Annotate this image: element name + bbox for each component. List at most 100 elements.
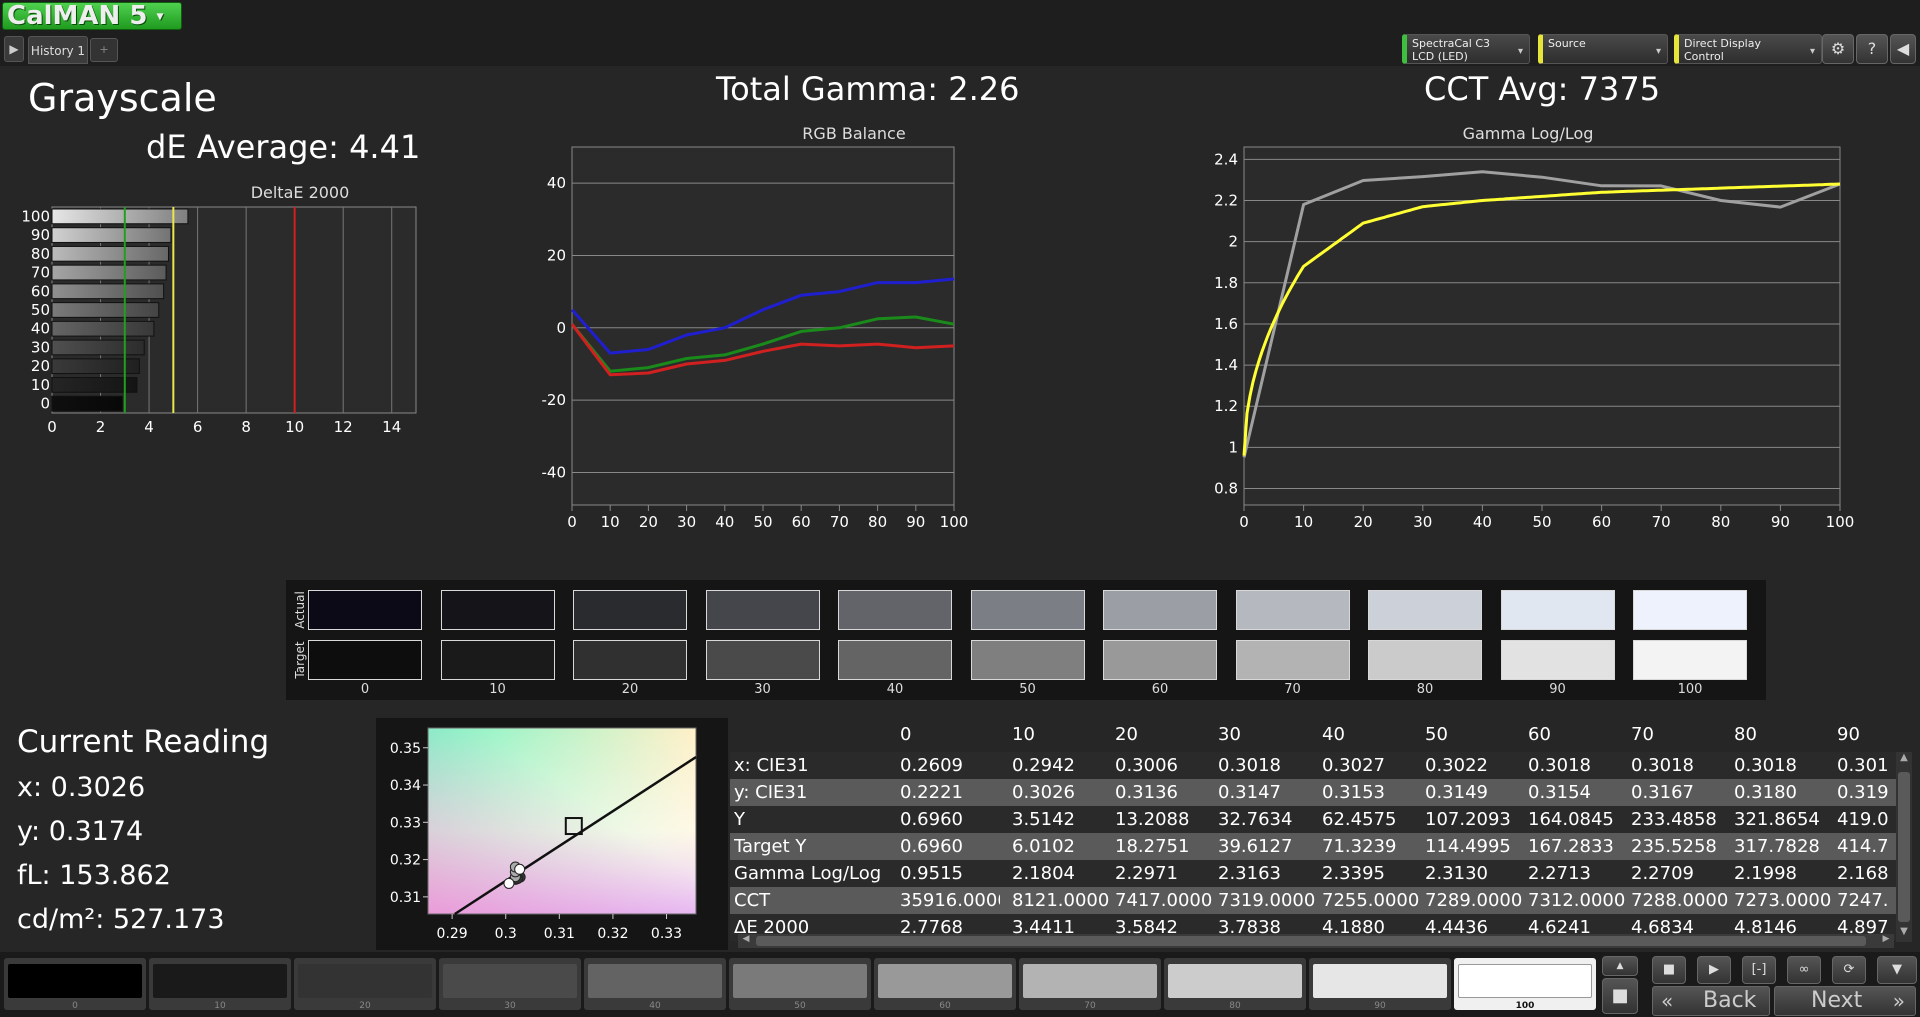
de-average: dE Average: 4.41	[146, 128, 421, 166]
x-tick-label: 90	[1771, 513, 1790, 531]
patch-color	[588, 964, 722, 998]
tab-history-1[interactable]: History 1	[28, 36, 88, 64]
bar-80	[51, 245, 169, 262]
patch-label: 10	[214, 1001, 226, 1011]
patch-color	[1458, 964, 1592, 998]
table-vertical-scrollbar[interactable]: ▲ ▼	[1896, 752, 1912, 942]
table-cell: 7289.0000	[1425, 890, 1523, 911]
menu-button[interactable]: ▼	[1877, 956, 1917, 984]
table-cell: 0.2609	[900, 755, 963, 776]
table-horizontal-scrollbar[interactable]: ◀ ▶	[738, 934, 1894, 948]
patch-button-60[interactable]: 60	[874, 958, 1016, 1011]
table-cell: 0.3026	[1012, 782, 1075, 803]
column-header-50: 50	[1425, 724, 1448, 745]
stop-icon: ■	[1662, 962, 1676, 977]
actual-swatch-30	[705, 590, 820, 630]
patch-button-100[interactable]: 100	[1454, 958, 1596, 1011]
y-tick-label: 2.4	[1214, 150, 1238, 168]
y-tick-label: 0	[40, 395, 50, 413]
patch-button-20[interactable]: 20	[294, 958, 436, 1011]
meter-dropdown[interactable]: SpectraCal C3 LCD (LED) ▾	[1402, 34, 1530, 64]
target-point	[564, 817, 583, 836]
patch-label: 40	[649, 1001, 661, 1011]
target-swatch-50	[970, 640, 1085, 680]
x-tick-label: 60	[792, 513, 811, 531]
x-tick-label: 10	[1294, 513, 1313, 531]
patch-button-80[interactable]: 80	[1164, 958, 1306, 1011]
patch-button-90[interactable]: 90	[1309, 958, 1451, 1011]
patch-color	[8, 964, 142, 998]
x-tick-label: 10	[601, 513, 620, 531]
vertical-scroll-thumb[interactable]	[1898, 772, 1910, 922]
target-swatch-20	[573, 640, 687, 680]
swatch-label: 90	[1549, 682, 1566, 697]
x-tick-label: 30	[1413, 513, 1432, 531]
patch-label: 50	[794, 1001, 806, 1011]
app-logo-button[interactable]: CalMAN 5 ▾	[2, 2, 182, 30]
refresh-button[interactable]: ⟳	[1832, 956, 1866, 984]
target-swatch-100	[1633, 640, 1747, 680]
table-row: Gamma Log/Log 0.9515 2.1804 2.2971 2.3163 2.3…	[730, 860, 1910, 887]
table-row: Y 0.6960 3.5142 13.2088 32.7634 62.4575 107.20…	[730, 806, 1910, 833]
stop-button[interactable]: ■	[1652, 956, 1686, 984]
patch-label: 30	[504, 1001, 516, 1011]
display-control-dropdown[interactable]: Direct Display Control ▾	[1674, 34, 1822, 64]
x-tick-label: 0.3	[495, 926, 517, 942]
scroll-up-button[interactable]: ▲	[1602, 956, 1638, 976]
horizontal-scroll-thumb[interactable]	[756, 936, 1866, 946]
table-cell: 2.7768	[900, 917, 963, 938]
table-cell: 3.7838	[1218, 917, 1281, 938]
table-cell: 35916.0000	[900, 890, 1000, 911]
scroll-up-icon[interactable]: ▲	[1900, 752, 1908, 763]
target-swatch-60	[1103, 640, 1217, 680]
patch-label: 90	[1374, 1001, 1386, 1011]
y-tick-label: 0.8	[1214, 480, 1238, 498]
y-tick-label: 100	[21, 207, 50, 225]
reading-x: x: 0.3026	[17, 772, 146, 803]
patch-button-50[interactable]: 50	[729, 958, 871, 1011]
settings-button[interactable]: ⚙	[1822, 34, 1854, 64]
y-tick-label: 2	[1228, 233, 1238, 251]
scroll-down-icon[interactable]: ▼	[1900, 926, 1908, 937]
reading-fl: fL: 153.862	[17, 860, 171, 891]
step-button[interactable]: [-]	[1742, 956, 1776, 984]
swatch-label: 70	[1284, 682, 1301, 697]
patch-button-70[interactable]: 70	[1019, 958, 1161, 1011]
series-line-2	[570, 323, 955, 377]
play-button[interactable]: ▶	[1697, 956, 1731, 984]
patch-button-30[interactable]: 30	[439, 958, 581, 1011]
loop-button[interactable]: ∞	[1787, 956, 1821, 984]
add-tab-button[interactable]: +	[90, 38, 118, 62]
table-cell: 0.3180	[1734, 782, 1797, 803]
patch-color	[443, 964, 577, 998]
x-tick-label: 0.29	[437, 926, 468, 942]
scroll-right-icon[interactable]: ▶	[1882, 934, 1890, 944]
column-header-70: 70	[1631, 724, 1654, 745]
x-tick-label: 0	[1239, 513, 1249, 531]
table-cell: 4.6834	[1631, 917, 1694, 938]
patch-button-40[interactable]: 40	[584, 958, 726, 1011]
table-cell: 13.2088	[1115, 809, 1190, 830]
x-tick-label: 0	[567, 513, 577, 531]
patch-button-10[interactable]: 10	[149, 958, 291, 1011]
y-tick-label: -20	[542, 391, 567, 409]
x-tick-label: 12	[334, 418, 353, 436]
next-button[interactable]: Next »	[1774, 986, 1916, 1016]
column-header-60: 60	[1528, 724, 1551, 745]
collapse-panel-button[interactable]: ◀	[1890, 34, 1916, 64]
loop-icon: ∞	[1798, 962, 1810, 977]
table-cell: 2.2709	[1631, 863, 1694, 884]
patch-button-0[interactable]: 0	[4, 958, 146, 1011]
app-logo-text: CalMAN 5	[7, 2, 148, 30]
tab-strip-toggle[interactable]: ▶	[4, 36, 24, 62]
back-button[interactable]: « Back	[1652, 986, 1770, 1016]
help-button[interactable]: ?	[1856, 34, 1888, 64]
bar-30	[51, 339, 145, 356]
bar-0	[51, 395, 123, 412]
table-cell: 4.897	[1837, 917, 1889, 938]
record-button[interactable]: ■	[1602, 978, 1638, 1014]
scroll-left-icon[interactable]: ◀	[742, 934, 750, 944]
table-cell: 0.3018	[1528, 755, 1591, 776]
source-dropdown[interactable]: Source ▾	[1538, 34, 1668, 64]
